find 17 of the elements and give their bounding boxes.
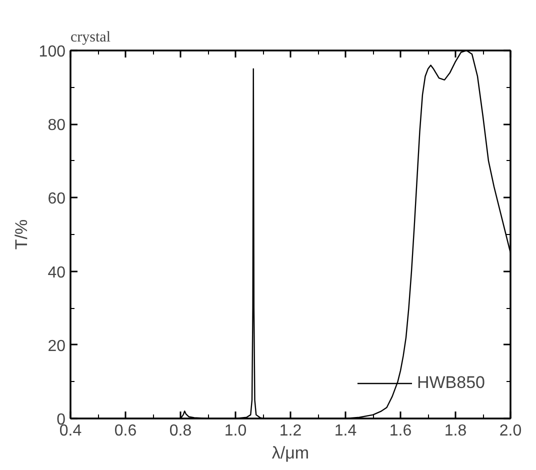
x-tick-label: 0.8 <box>169 422 192 440</box>
chart-title: crystal <box>70 30 110 46</box>
x-tick-label: 1.2 <box>279 422 302 440</box>
y-axis-title: T/% <box>12 219 31 250</box>
x-axis-title: λ/μm <box>272 444 310 462</box>
y-tick-label: 100 <box>38 44 66 60</box>
x-tick-label: 1.8 <box>444 422 467 440</box>
y-tick-label: 20 <box>48 338 66 355</box>
y-tick-label: 60 <box>48 190 66 208</box>
x-tick-label: 1.6 <box>389 422 412 440</box>
y-tick-label: 80 <box>48 117 66 134</box>
y-tick-label: 40 <box>48 264 66 282</box>
x-tick-label: 0.6 <box>114 422 137 440</box>
x-tick-label: 1.4 <box>334 422 357 440</box>
legend-label: HWB850 <box>416 373 485 393</box>
text: 2.0 <box>499 422 522 440</box>
text: 1.0 <box>224 422 247 440</box>
